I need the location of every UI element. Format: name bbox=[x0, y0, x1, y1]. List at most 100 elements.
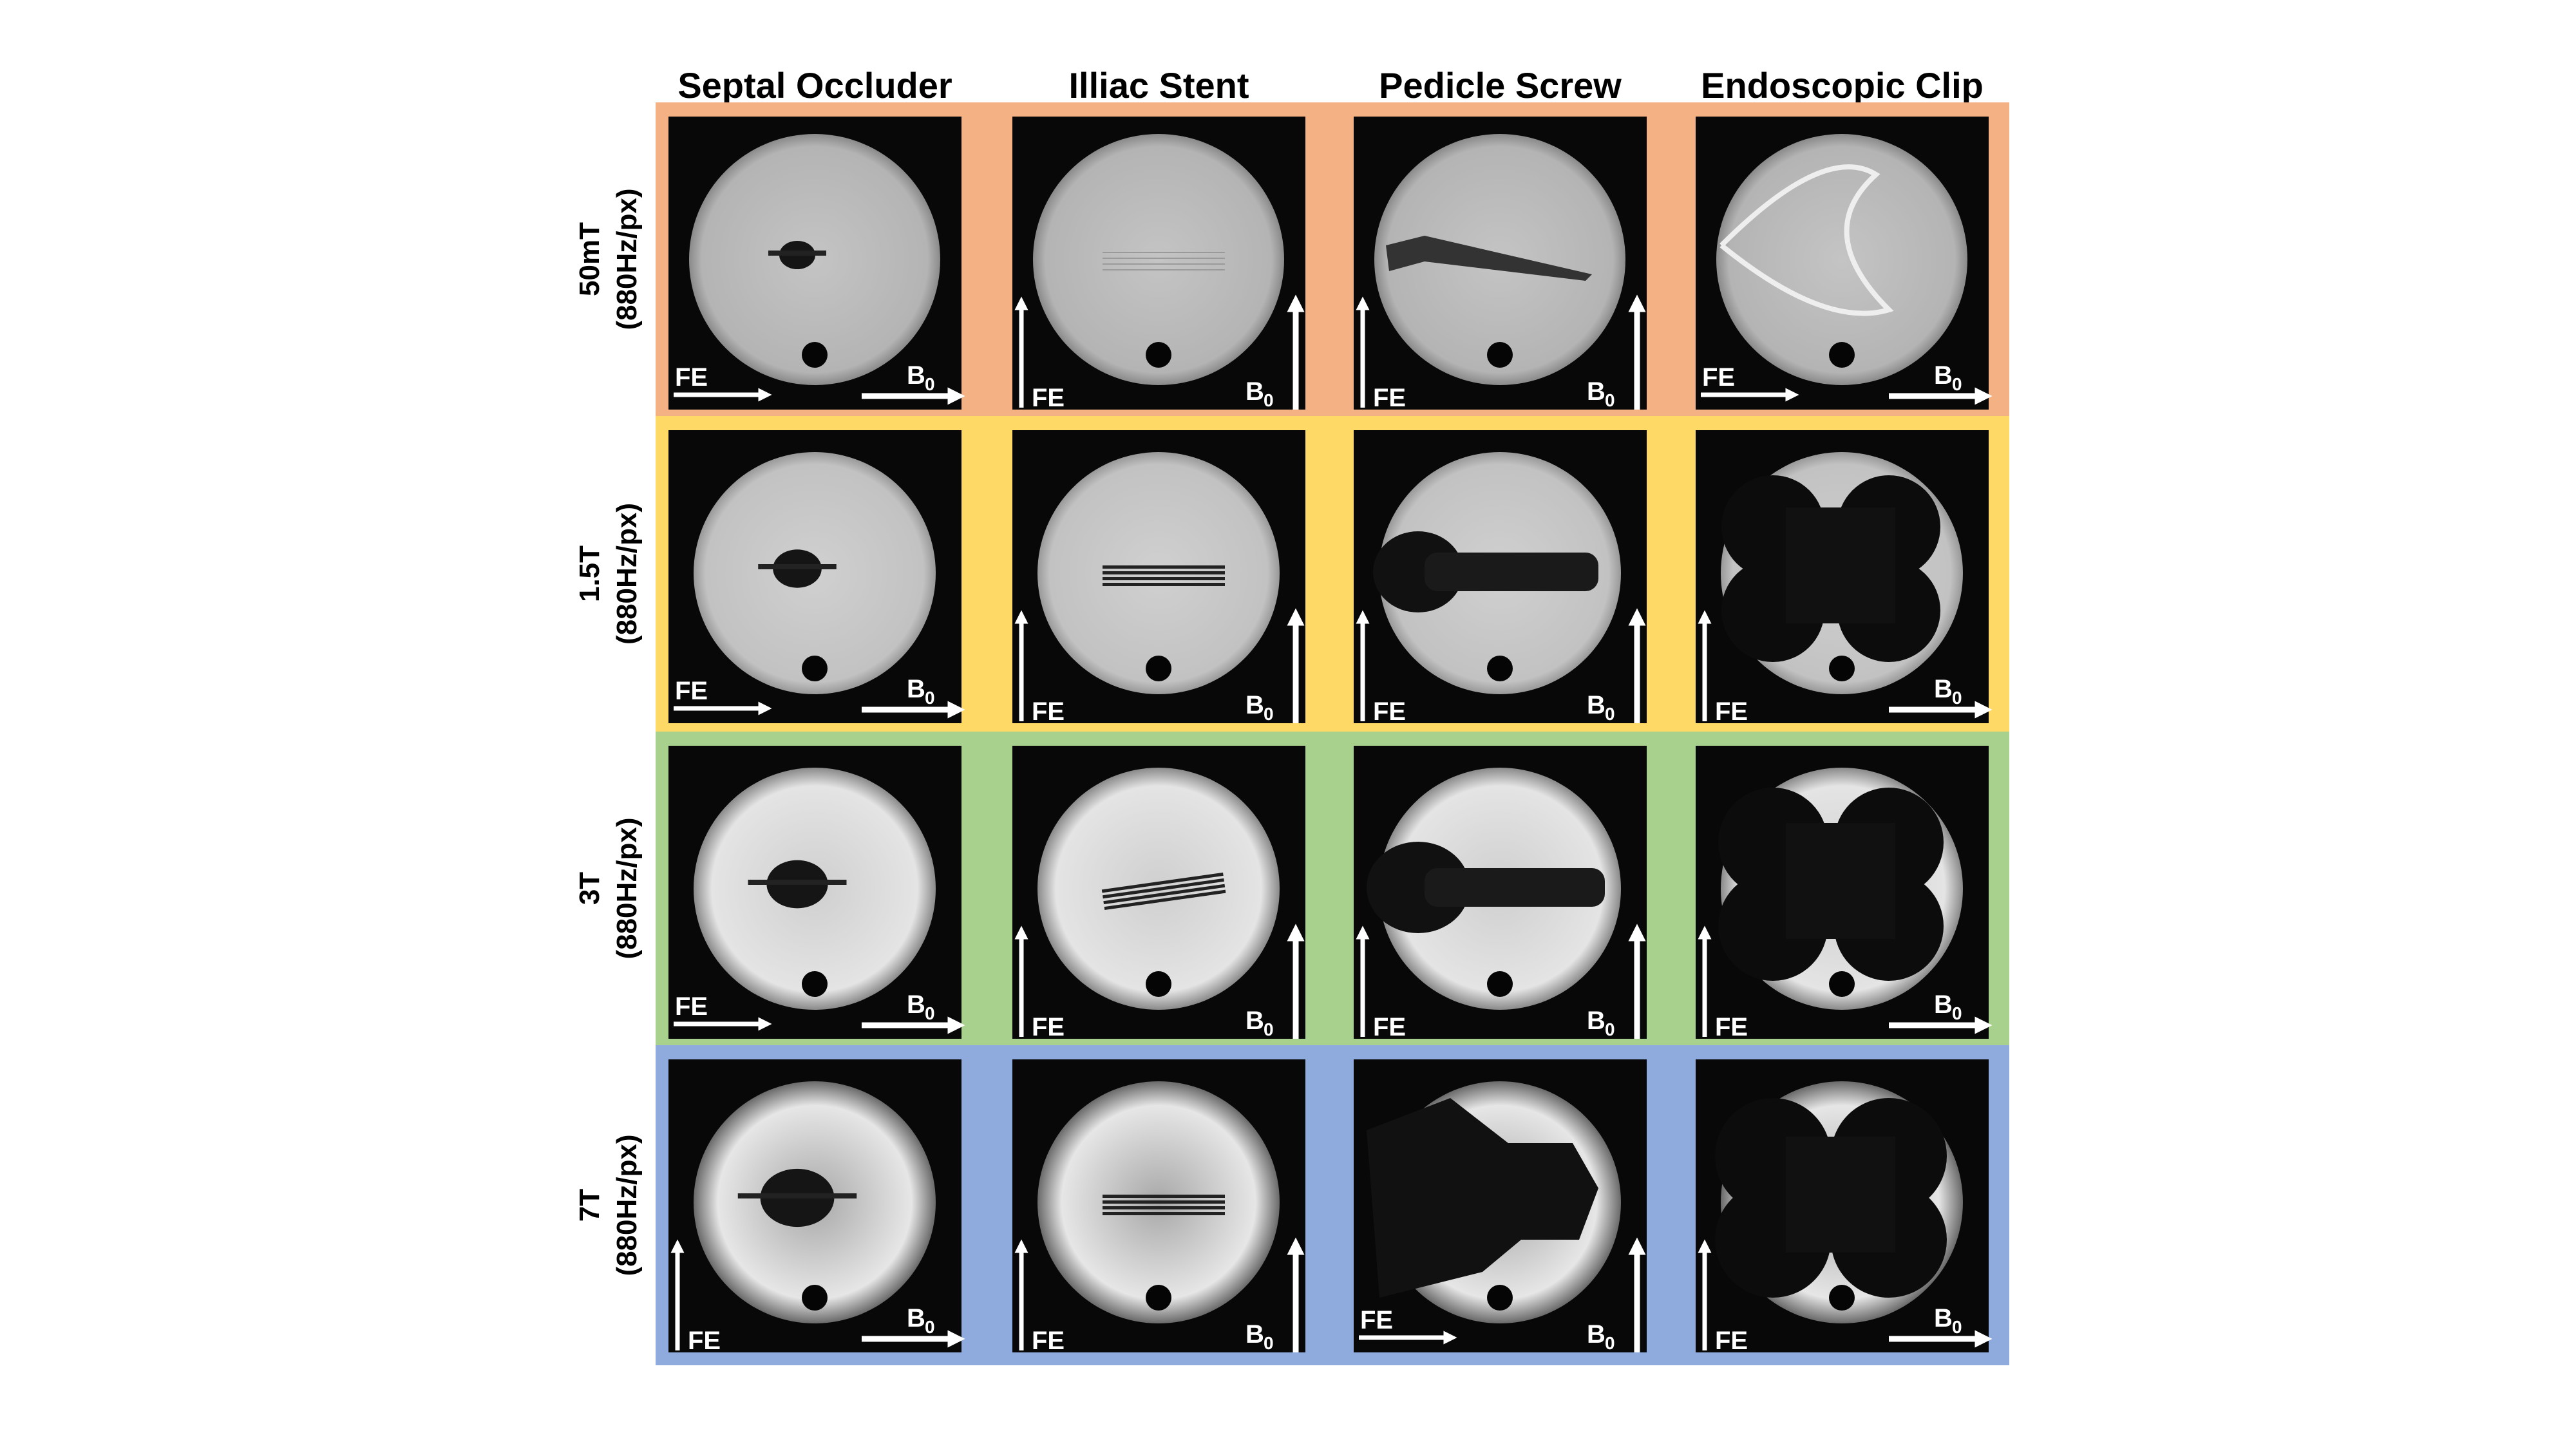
b0-label: B bbox=[1245, 377, 1264, 406]
fe-label: FE bbox=[675, 677, 708, 705]
fe-label: FE bbox=[1032, 697, 1065, 726]
b0-label: B bbox=[1587, 1320, 1605, 1349]
artifact bbox=[1103, 1206, 1225, 1209]
artifact bbox=[1103, 565, 1225, 569]
b0-subscript: 0 bbox=[925, 1317, 935, 1337]
phantom bbox=[1033, 134, 1284, 385]
artifact bbox=[1373, 531, 1463, 612]
artifact bbox=[1719, 164, 1894, 316]
artifact bbox=[1103, 1212, 1225, 1215]
fe-label: FE bbox=[1032, 1013, 1065, 1041]
fiducial bbox=[1146, 656, 1171, 681]
artifact bbox=[1103, 583, 1225, 586]
row-label: 1.5T (880Hz/px) bbox=[574, 503, 643, 645]
b0-subscript: 0 bbox=[925, 374, 935, 394]
fiducial bbox=[1146, 971, 1171, 997]
fiducial bbox=[1487, 342, 1513, 368]
b0-subscript: 0 bbox=[1264, 704, 1274, 724]
fe-label: FE bbox=[1032, 1327, 1065, 1355]
artifact bbox=[748, 880, 847, 885]
fe-label: FE bbox=[1715, 697, 1748, 726]
bandwidth: (880Hz/px) bbox=[611, 817, 643, 959]
b0-subscript: 0 bbox=[1952, 1317, 1962, 1337]
fe-label: FE bbox=[1373, 697, 1406, 726]
b0-subscript: 0 bbox=[1952, 1003, 1962, 1023]
b0-subscript: 0 bbox=[1264, 1019, 1274, 1039]
fe-label: FE bbox=[1360, 1306, 1393, 1334]
fiducial bbox=[1487, 656, 1513, 681]
artifact bbox=[737, 1193, 857, 1198]
artifact bbox=[1367, 842, 1470, 933]
artifact bbox=[1103, 878, 1224, 899]
artifact bbox=[1103, 884, 1226, 905]
b0-label: B bbox=[1587, 691, 1605, 719]
column-header: Septal Occluder bbox=[677, 65, 952, 106]
artifact bbox=[1103, 1195, 1225, 1198]
b0-subscript: 0 bbox=[925, 688, 935, 708]
fiducial bbox=[1146, 342, 1171, 368]
field-strength: 7T bbox=[574, 1189, 605, 1222]
artifact bbox=[1103, 269, 1225, 270]
fe-label: FE bbox=[1373, 1013, 1406, 1041]
column-header: Illiac Stent bbox=[1068, 65, 1249, 106]
fiducial bbox=[1487, 971, 1513, 997]
b0-label: B bbox=[1934, 990, 1953, 1019]
b0-label: B bbox=[907, 675, 925, 703]
phantom bbox=[689, 134, 940, 385]
artifact bbox=[1103, 1200, 1225, 1204]
row-label: 7T (880Hz/px) bbox=[574, 1134, 643, 1276]
artifact bbox=[1103, 258, 1225, 259]
row-label: 3T (880Hz/px) bbox=[574, 817, 643, 959]
b0-subscript: 0 bbox=[925, 1003, 935, 1023]
fe-label: FE bbox=[1032, 384, 1065, 412]
artifact bbox=[1786, 507, 1895, 623]
fiducial bbox=[1829, 1285, 1855, 1311]
b0-subscript: 0 bbox=[1605, 390, 1615, 410]
b0-label: B bbox=[1934, 675, 1953, 703]
b0-subscript: 0 bbox=[1605, 1333, 1615, 1353]
fiducial bbox=[802, 656, 828, 681]
b0-subscript: 0 bbox=[1264, 1333, 1274, 1353]
b0-subscript: 0 bbox=[1952, 374, 1962, 394]
field-strength: 3T bbox=[574, 872, 605, 905]
b0-label: B bbox=[1934, 1304, 1953, 1332]
b0-subscript: 0 bbox=[1605, 1019, 1615, 1039]
artifact bbox=[768, 251, 826, 256]
artifact bbox=[1425, 868, 1605, 907]
fe-label: FE bbox=[675, 363, 708, 392]
fe-label: FE bbox=[1702, 363, 1735, 392]
field-strength: 1.5T bbox=[574, 545, 605, 602]
b0-subscript: 0 bbox=[1605, 704, 1615, 724]
artifact bbox=[1103, 263, 1225, 265]
column-header: Pedicle Screw bbox=[1379, 65, 1622, 106]
artifact bbox=[758, 564, 837, 569]
b0-subscript: 0 bbox=[1264, 390, 1274, 410]
column-header: Endoscopic Clip bbox=[1701, 65, 1984, 106]
field-strength: 50mT bbox=[574, 222, 605, 296]
bandwidth: (880Hz/px) bbox=[611, 1134, 643, 1276]
b0-label: B bbox=[1587, 377, 1605, 406]
artifact bbox=[1786, 1137, 1895, 1253]
b0-label: B bbox=[907, 361, 925, 390]
b0-label: B bbox=[907, 1304, 925, 1332]
fe-label: FE bbox=[1715, 1013, 1748, 1041]
fiducial bbox=[802, 1285, 828, 1311]
b0-label: B bbox=[1245, 691, 1264, 719]
b0-label: B bbox=[1587, 1007, 1605, 1035]
